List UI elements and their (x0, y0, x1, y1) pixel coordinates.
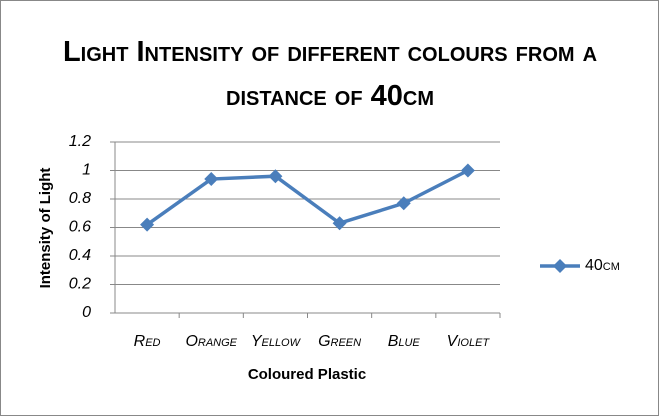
y-axis-title: Intensity of Light (37, 168, 54, 289)
x-tick-label: Violet (447, 333, 491, 350)
x-tick-label: Green (318, 333, 361, 350)
marker (140, 217, 155, 232)
marker (204, 172, 219, 187)
marker (268, 169, 283, 184)
legend-label: 40cm (585, 257, 620, 274)
legend-marker (553, 259, 567, 273)
x-tick-label: Red (134, 333, 161, 350)
y-tick-label: 0 (82, 304, 91, 321)
y-tick-label: 1.2 (69, 133, 91, 150)
y-tick-label: 0.2 (69, 276, 91, 293)
y-tick-label: 1 (82, 162, 91, 179)
chart-title: Light Intensity of different colours fro… (62, 36, 598, 112)
x-tick-label: Orange (185, 333, 237, 350)
y-tick-label: 0.8 (69, 190, 91, 207)
x-tick-label: Blue (388, 333, 421, 350)
marker (460, 163, 475, 178)
x-tick-label: Yellow (251, 333, 302, 350)
line (146, 168, 469, 227)
y-tick-label: 0.6 (69, 219, 91, 236)
marker (332, 216, 347, 231)
marker (396, 196, 411, 211)
x-axis-title: Coloured Plastic (248, 366, 366, 383)
y-tick-label: 0.4 (69, 247, 91, 264)
